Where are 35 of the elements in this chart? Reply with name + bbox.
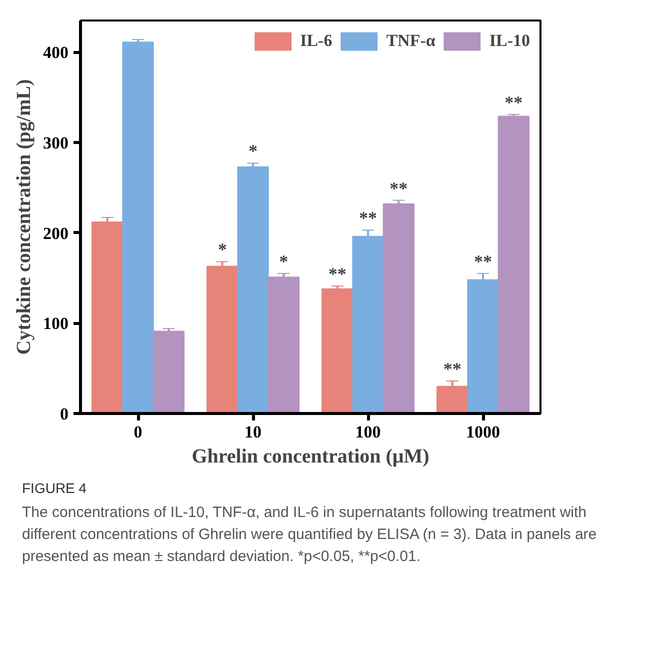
- x-tick-label: 0: [134, 422, 142, 442]
- bar: [268, 276, 300, 414]
- y-tick-label: 300: [43, 133, 68, 152]
- data-label: *: [218, 240, 227, 260]
- data-label: **: [328, 264, 346, 284]
- data-label: **: [504, 92, 523, 112]
- data-label: **: [443, 358, 462, 379]
- bar: [436, 386, 468, 414]
- y-tick-label: 200: [43, 224, 68, 243]
- bar: [237, 166, 269, 414]
- bar: [382, 203, 414, 414]
- y-axis-title: Cytokine concentration (pg/mL): [13, 79, 35, 355]
- legend-label: IL-10: [489, 31, 530, 51]
- bar: [122, 42, 154, 414]
- legend-label: TNF-α: [386, 31, 436, 51]
- bar: [92, 221, 124, 414]
- y-tick-label: 400: [43, 43, 68, 62]
- y-tick-label: 0: [60, 404, 68, 424]
- y-tick-label: 100: [43, 314, 68, 334]
- caption: FIGURE 4: [22, 479, 87, 498]
- bar: [152, 330, 184, 414]
- x-tick-label: 10: [244, 422, 262, 442]
- data-label: **: [359, 208, 377, 228]
- legend-label: IL-6: [300, 31, 332, 51]
- x-axis-title: Ghrelin concentration (μM): [192, 446, 430, 468]
- x-tick-label: 100: [355, 422, 381, 442]
- bar: [498, 116, 530, 414]
- data-label: **: [474, 251, 492, 272]
- bar: [322, 288, 354, 414]
- text: The concentrations of IL-10, TNF-α, and IL-6 in supernatants following treatment with different concentrations of Ghrelin were quantified by ELISA (n = 3). Data in panels are presented as mean ± standard deviation. *p<0.05, **p<0.01.: [22, 503, 598, 567]
- bar: [206, 266, 238, 414]
- x-tick-label: 1000: [466, 422, 500, 442]
- data-label: **: [390, 178, 408, 198]
- data-label: *: [279, 251, 288, 272]
- data-label: *: [248, 141, 258, 162]
